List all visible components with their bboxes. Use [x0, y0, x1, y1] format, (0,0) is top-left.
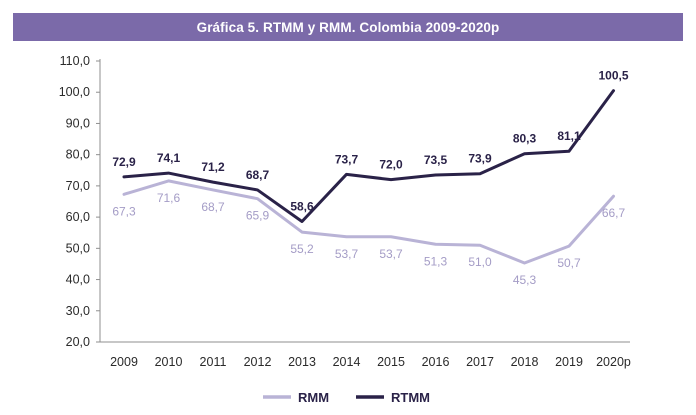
rtmm-data-label: 73,7: [335, 152, 359, 166]
x-tick-label: 2019: [555, 355, 583, 369]
x-tick-label: 2013: [288, 355, 316, 369]
rmm-data-label: 45,3: [513, 273, 537, 287]
y-tick-label: 110,0: [60, 54, 90, 68]
y-tick-label: 40,0: [66, 273, 90, 287]
x-tick-label: 2020p: [596, 355, 631, 369]
rtmm-data-label: 73,5: [424, 153, 448, 167]
rmm-data-label: 65,9: [246, 209, 270, 223]
y-tick-label: 20,0: [66, 335, 90, 349]
rtmm-line: [122, 89, 615, 223]
x-tick-label: 2018: [511, 355, 539, 369]
x-tick-label: 2016: [422, 355, 450, 369]
x-tick-label: 2011: [200, 355, 227, 369]
x-tick-label: 2015: [377, 355, 405, 369]
y-tick-label: 30,0: [66, 304, 90, 318]
x-tick-label: 2010: [155, 355, 183, 369]
legend-rmm-label: RMM: [298, 390, 329, 405]
rmm-data-label: 68,7: [201, 200, 225, 214]
rmm-data-label: 55,2: [290, 242, 314, 256]
rmm-data-label: 53,7: [379, 247, 403, 261]
x-tick-label: 2009: [110, 355, 138, 369]
legend: RMM RTMM: [263, 390, 430, 405]
data-labels: 72,9 74,1 71,2 68,7 58,6 73,7 72,0 73,5 73,9 80,3…: [112, 69, 629, 287]
x-axis: 2009 2010 2011 2012 2013 2014 2015 2016 2017 2018…: [100, 341, 631, 369]
rtmm-data-label: 71,2: [201, 160, 225, 174]
rmm-data-label: 50,7: [557, 256, 581, 270]
rtmm-data-label: 68,7: [246, 168, 270, 182]
y-tick-label: 100,0: [59, 85, 90, 99]
y-tick-label: 50,0: [66, 241, 90, 255]
rmm-line: [122, 179, 615, 265]
chart-title: Gráfica 5. RTMM y RMM. Colombia 2009-202…: [13, 13, 683, 41]
y-tick-label: 60,0: [66, 210, 90, 224]
x-tick-label: 2012: [244, 355, 272, 369]
y-tick-label: 90,0: [66, 116, 90, 130]
y-tick-label: 80,0: [66, 148, 90, 162]
rmm-data-label: 51,0: [468, 255, 492, 269]
rtmm-data-label: 72,0: [379, 158, 403, 172]
rtmm-data-label: 81,1: [557, 129, 581, 143]
rtmm-data-label: 100,5: [598, 69, 628, 83]
rmm-data-label: 51,3: [424, 254, 448, 268]
rtmm-data-label: 74,1: [157, 151, 181, 165]
rtmm-data-label: 80,3: [513, 132, 537, 146]
rmm-data-label: 66,7: [602, 206, 626, 220]
y-axis: 20,0 30,0 40,0 50,0 60,0 70,0 80,0 90,0 100,0 110…: [59, 54, 101, 349]
rtmm-data-label: 72,9: [112, 155, 136, 169]
legend-rtmm-label: RTMM: [391, 390, 430, 405]
y-tick-label: 70,0: [66, 179, 90, 193]
series-lines: [122, 89, 615, 265]
rmm-data-label: 53,7: [335, 247, 359, 261]
rtmm-data-label: 73,9: [468, 152, 492, 166]
x-tick-label: 2017: [466, 355, 494, 369]
rmm-data-label: 67,3: [112, 204, 136, 218]
rmm-data-label: 71,6: [157, 191, 181, 205]
rtmm-data-label: 58,6: [290, 199, 314, 213]
x-tick-label: 2014: [333, 355, 361, 369]
